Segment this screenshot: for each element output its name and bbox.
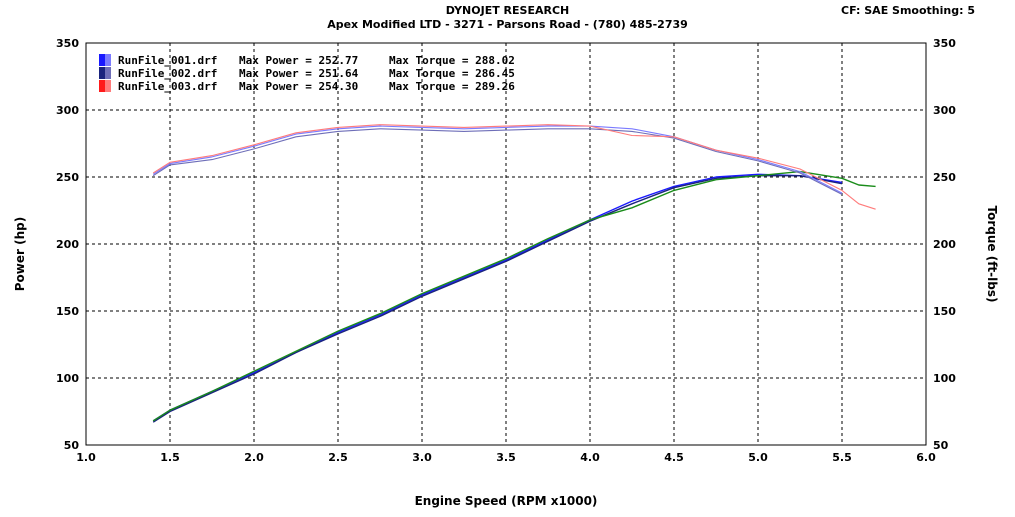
y-axis-label-right: Torque (ft-lbs) (985, 206, 999, 303)
chart-subtitle: Apex Modified LTD - 3271 - Parsons Road … (327, 18, 688, 31)
series-line-power-runfile-003-drf (152, 170, 876, 422)
legend-max-power: Max Power = 251.64 (239, 67, 359, 80)
legend: RunFile_001.drf Max Power = 252.77 Max Tor… (99, 54, 515, 93)
plot-frame (85, 42, 927, 446)
series-line-power-runfile-001-drf (152, 173, 843, 422)
y-tick-label-left: 250 (56, 171, 79, 184)
y-tick-label-left: 350 (56, 37, 79, 50)
chart-title: DYNOJET RESEARCH (445, 4, 570, 17)
legend-file-name: RunFile_003.drf (118, 80, 217, 93)
series-line-torque-runfile-001-drf (152, 125, 843, 194)
x-tick-label: 5.5 (832, 451, 852, 464)
y-tick-label-right: 200 (933, 238, 956, 251)
x-tick-label: 2.0 (244, 451, 264, 464)
legend-max-torque: Max Torque = 289.26 (389, 80, 515, 93)
grid (86, 43, 926, 445)
legend-max-torque: Max Torque = 288.02 (389, 54, 515, 67)
y-tick-label-left: 300 (56, 104, 79, 117)
legend-swatch-power (99, 54, 105, 66)
legend-file-name: RunFile_001.drf (118, 54, 217, 67)
legend-max-power: Max Power = 254.30 (239, 80, 358, 93)
y-tick-label-right: 50 (933, 439, 949, 452)
x-tick-label: 4.0 (580, 451, 600, 464)
series-lines (152, 124, 876, 423)
y-tick-label-right: 300 (933, 104, 956, 117)
y-tick-label-left: 150 (56, 305, 79, 318)
x-tick-label: 4.5 (664, 451, 684, 464)
legend-swatch-torque (105, 67, 111, 79)
correction-settings: CF: SAE Smoothing: 5 (841, 4, 975, 17)
x-tick-label: 1.0 (76, 451, 96, 464)
legend-swatch-torque (105, 80, 111, 92)
legend-swatch-power (99, 80, 105, 92)
y-tick-label-left: 200 (56, 238, 79, 251)
y-tick-label-left: 100 (56, 372, 79, 385)
y-tick-label-right: 150 (933, 305, 956, 318)
legend-swatch-power (99, 67, 105, 79)
y-tick-label-right: 350 (933, 37, 956, 50)
series-line-torque-runfile-002-drf (152, 128, 843, 195)
y-tick-label-right: 250 (933, 171, 956, 184)
tick-labels: 1.0 1.5 2.0 2.5 3.0 3.5 4.0 4.5 5.0 5.5 6.050 50100… (56, 37, 956, 464)
x-tick-label: 1.5 (160, 451, 180, 464)
y-tick-label-right: 100 (933, 372, 956, 385)
x-tick-label: 3.0 (412, 451, 432, 464)
legend-max-torque: Max Torque = 286.45 (389, 67, 515, 80)
legend-max-power: Max Power = 252.77 (239, 54, 358, 67)
series-line-torque-runfile-003-drf (152, 124, 876, 210)
x-tick-label: 2.5 (328, 451, 348, 464)
x-tick-label: 6.0 (916, 451, 936, 464)
x-tick-label: 3.5 (496, 451, 516, 464)
legend-swatch-torque (105, 54, 111, 66)
y-tick-label-left: 50 (64, 439, 80, 452)
y-axis-label-left: Power (hp) (13, 217, 27, 291)
series-line-power-runfile-002-drf (152, 174, 843, 423)
legend-file-name: RunFile_002.drf (118, 67, 217, 80)
x-tick-label: 5.0 (748, 451, 768, 464)
x-axis-label: Engine Speed (RPM x1000) (415, 494, 598, 508)
